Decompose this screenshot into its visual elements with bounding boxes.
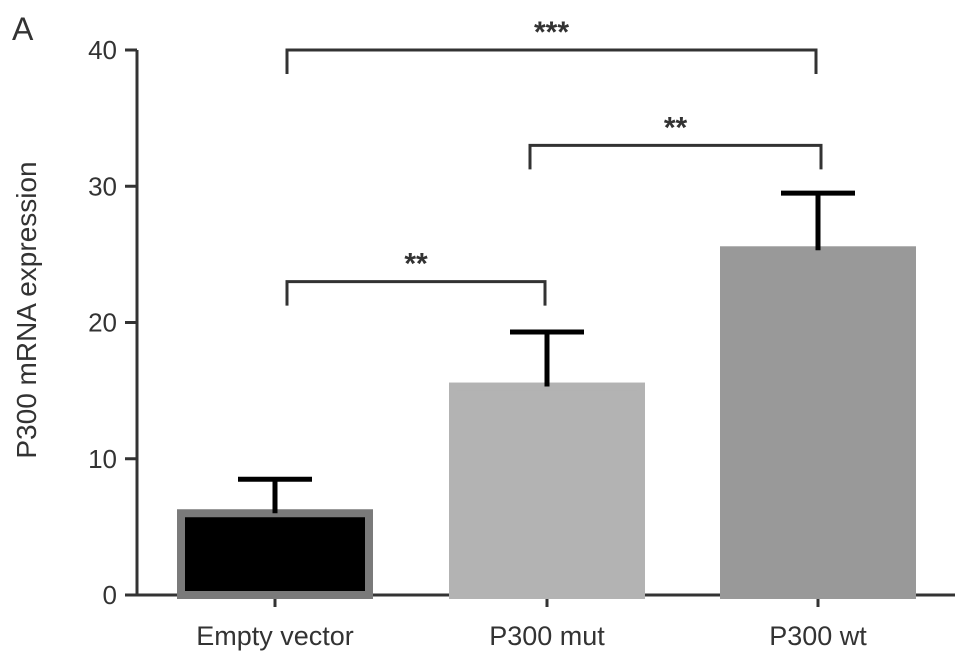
bar xyxy=(449,382,645,599)
bars xyxy=(177,190,916,599)
significance-bracket xyxy=(285,280,547,306)
significance-label: ** xyxy=(664,111,688,144)
bar xyxy=(177,509,373,599)
bar xyxy=(720,246,916,599)
significance-bracket xyxy=(528,143,823,170)
x-tick-label: P300 wt xyxy=(769,621,867,651)
x-tick-label: P300 mut xyxy=(489,621,605,651)
y-tick-label: 10 xyxy=(88,444,117,474)
significance-brackets: ******* xyxy=(285,16,823,306)
y-tick-label: 20 xyxy=(88,308,117,338)
y-tick-label: 40 xyxy=(88,35,117,65)
y-tick-label: 0 xyxy=(103,580,117,610)
y-axis-label: P300 mRNA expression xyxy=(11,161,42,458)
significance-bracket xyxy=(285,48,818,74)
panel-label: A xyxy=(12,11,34,47)
x-tick-label: Empty vector xyxy=(196,621,354,651)
significance-label: ** xyxy=(404,248,428,281)
axes: 0 10 20 30 40 Empty vector P300 mut P300 wt xyxy=(88,35,955,651)
significance-label: *** xyxy=(534,16,569,49)
y-tick-label: 30 xyxy=(88,171,117,201)
